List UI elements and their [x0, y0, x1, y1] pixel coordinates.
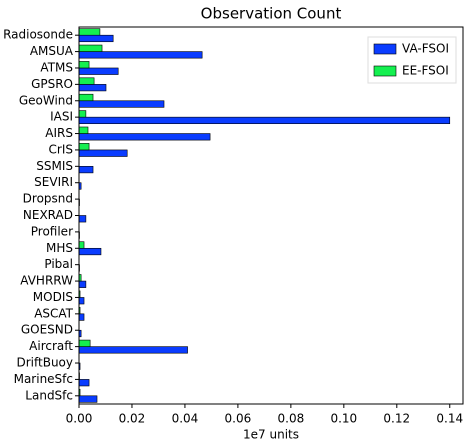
bar [78, 215, 87, 223]
y-tick-label: Dropsnd [23, 192, 73, 206]
y-tick-label: SEVIRI [34, 175, 73, 189]
bar [78, 297, 85, 305]
bar [78, 100, 165, 108]
x-tick-label: 0.10 [330, 412, 357, 426]
x-tick-label: 0.06 [225, 412, 252, 426]
x-tick-label: 0.04 [172, 412, 199, 426]
y-tick-label: ASCAT [34, 306, 73, 320]
bar [78, 395, 98, 403]
y-tick-label: AVHRRW [20, 274, 73, 288]
x-tick-label: 0.08 [278, 412, 305, 426]
bar [78, 116, 451, 125]
bar [78, 126, 89, 134]
bar [78, 379, 90, 387]
legend-label: EE-FSOI [402, 64, 449, 78]
x-axis-label: 1e7 units [243, 428, 299, 442]
y-tick-label: Aircraft [29, 339, 73, 353]
bar [78, 110, 87, 118]
y-tick-label: GeoWind [19, 93, 73, 107]
y-tick-label: Radiosonde [3, 28, 73, 42]
bar [78, 93, 94, 102]
bar [78, 241, 85, 249]
x-tick-label: 0.12 [383, 412, 410, 426]
chart-title: Observation Count [201, 5, 342, 23]
y-tick-label: Pibal [44, 257, 73, 271]
y-tick-label: ATMS [40, 60, 73, 74]
y-tick-label: DriftBuoy [16, 356, 73, 370]
y-tick-label: NEXRAD [23, 208, 73, 222]
y-tick-label: MHS [46, 241, 73, 255]
y-tick-label: CrIS [49, 142, 73, 156]
bar [78, 149, 128, 157]
y-tick-label: Profiler [31, 224, 73, 238]
bar [78, 77, 95, 85]
x-tick-label: 0.00 [66, 412, 93, 426]
y-tick-label: LandSfc [25, 388, 73, 402]
bar [78, 280, 87, 288]
x-tick-label: 0.14 [436, 412, 463, 426]
plot-frame [78, 26, 464, 405]
legend-swatch [373, 65, 397, 77]
bar [78, 34, 114, 43]
bar [78, 61, 90, 69]
bar [78, 67, 119, 75]
bar [78, 346, 188, 354]
y-tick-label: SSMIS [36, 159, 73, 173]
bar [78, 247, 102, 256]
bar [78, 133, 211, 141]
y-tick-label: AMSUA [30, 44, 74, 58]
bar [78, 166, 94, 174]
legend-swatch [373, 43, 397, 55]
bar [78, 28, 101, 36]
legend-label: VA-FSOI [402, 42, 449, 56]
y-tick-label: MarineSfc [14, 372, 73, 386]
x-tick-label: 0.02 [119, 412, 146, 426]
bar [78, 313, 85, 321]
bar [78, 44, 103, 52]
y-tick-label: GOESND [21, 323, 73, 337]
bar [78, 84, 107, 92]
y-tick-label: MODIS [33, 290, 73, 304]
y-tick-label: GPSRO [31, 77, 73, 91]
bar [78, 143, 90, 151]
y-tick-label: IASI [50, 110, 73, 124]
bar [78, 51, 203, 59]
y-tick-label: AIRS [45, 126, 73, 140]
bar [78, 339, 91, 347]
